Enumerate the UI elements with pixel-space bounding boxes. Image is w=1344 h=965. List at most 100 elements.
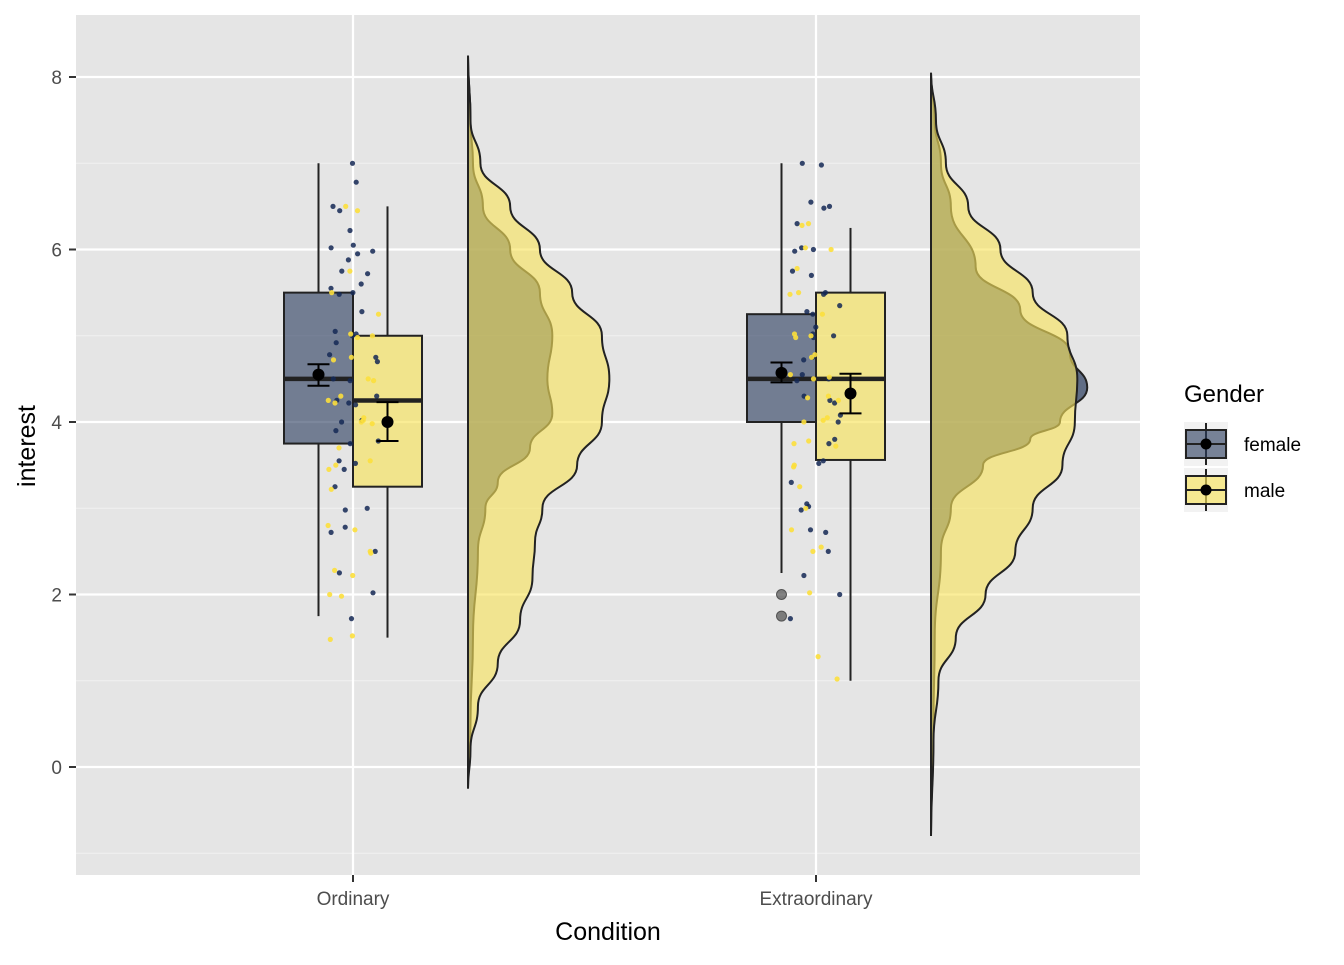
jitter-point-male (367, 458, 373, 464)
jitter-point-male (358, 419, 364, 425)
jitter-point-female (825, 548, 831, 555)
jitter-point-male (834, 676, 840, 682)
jitter-point-male (824, 415, 830, 421)
jitter-point-male (330, 357, 337, 363)
jitter-point-female (370, 248, 376, 254)
jitter-point-female (339, 268, 345, 274)
jitter-point-male (369, 333, 375, 339)
jitter-point-female (342, 524, 348, 530)
jitter-point-female (347, 441, 353, 447)
jitter-point-female (808, 199, 814, 205)
jitter-point-female (353, 402, 359, 408)
jitter-point-male (325, 397, 331, 403)
jitter-point-male (325, 522, 331, 529)
jitter-point-female (818, 162, 825, 168)
jitter-point-female (801, 357, 807, 363)
jitter-point-female (350, 242, 356, 248)
jitter-point-male (326, 466, 332, 472)
jitter-point-male (826, 374, 832, 380)
jitter-point-male (365, 376, 371, 382)
y-tick-label: 4 (51, 413, 62, 434)
jitter-point-female (788, 479, 794, 485)
jitter-point-male (788, 527, 795, 533)
jitter-point-female (787, 616, 794, 622)
x-tick-label: Ordinary (317, 889, 390, 910)
jitter-point-male (354, 208, 361, 214)
y-axis-title: interest (13, 405, 41, 487)
jitter-point-female (832, 436, 838, 442)
jitter-point-female (355, 251, 361, 257)
jitter-point-male (333, 462, 339, 468)
jitter-point-female (349, 160, 356, 166)
jitter-point-female (794, 378, 800, 384)
legend-title: Gender (1184, 381, 1264, 408)
jitter-point-female (359, 309, 365, 315)
jitter-point-female (350, 290, 356, 296)
jitter-point-male (348, 354, 354, 360)
mean-point-female-extraordinary (775, 366, 788, 379)
jitter-point-female (328, 529, 334, 536)
jitter-point-female (831, 333, 837, 339)
jitter-point-female (336, 458, 342, 464)
jitter-point-male (801, 419, 807, 425)
y-tick-label: 8 (51, 68, 62, 89)
jitter-point-male (369, 421, 375, 427)
jitter-point-female (358, 281, 364, 287)
jitter-point-female (330, 376, 336, 382)
jitter-point-female (365, 271, 371, 277)
jitter-point-male (833, 443, 839, 449)
jitter-point-female (799, 245, 805, 251)
jitter-point-female (813, 324, 819, 330)
density-clouds (467, 55, 1089, 837)
jitter-point-female (374, 393, 380, 399)
jitter-point-male (350, 572, 356, 579)
jitter-point-female (794, 221, 800, 227)
legend: Gender female male (1184, 381, 1301, 512)
jitter-point-male (794, 265, 800, 272)
jitter-point-female (345, 257, 351, 263)
jitter-point-female (328, 285, 334, 291)
legend-label-female: female (1244, 435, 1301, 456)
jitter-point-female (364, 505, 370, 511)
jitter-point-female (799, 372, 805, 378)
jitter-point-male (799, 222, 805, 228)
jitter-point-male (797, 484, 803, 490)
jitter-point-male (368, 550, 374, 556)
legend-key-mean (1200, 484, 1212, 496)
jitter-point-male (352, 527, 358, 533)
jitter-point-male (791, 464, 797, 470)
density-cloud-male-ordinary (467, 55, 611, 789)
jitter-point-female (347, 378, 353, 384)
mean-markers (307, 361, 862, 442)
jitter-point-female (827, 397, 833, 403)
jitter-point-female (347, 227, 353, 234)
jitter-point-female (333, 428, 339, 434)
jitter-point-female (807, 527, 814, 533)
jitter-point-male (327, 636, 333, 643)
jitter-point-female (336, 570, 342, 576)
jitter-point-male (796, 290, 802, 296)
jitter-point-female (332, 328, 338, 334)
y-tick-label: 6 (51, 241, 62, 262)
jitter-point-male (343, 203, 349, 209)
jitter-point-female (808, 272, 815, 278)
jitter-point-male (802, 245, 809, 251)
mean-point-male-extraordinary (844, 387, 857, 400)
jitter-point-female (837, 591, 843, 598)
jitter-point-male (805, 395, 811, 401)
jitter-point-male (819, 311, 826, 317)
jitter-point-male (327, 591, 333, 598)
jitter-point-female (810, 246, 817, 253)
jitter-point-female (789, 268, 796, 274)
density-cloud-male-extraordinary (930, 72, 1079, 837)
jitter-point-male (338, 393, 344, 399)
jitter-point-female (837, 303, 843, 309)
jitter-point-male (818, 544, 824, 550)
jitter-points (325, 160, 844, 682)
jitter-point-male (787, 372, 794, 378)
jitter-point-female (370, 590, 376, 596)
jitter-point-male (787, 291, 793, 297)
jitter-point-female (826, 441, 832, 447)
y-tick-label: 2 (51, 586, 62, 607)
